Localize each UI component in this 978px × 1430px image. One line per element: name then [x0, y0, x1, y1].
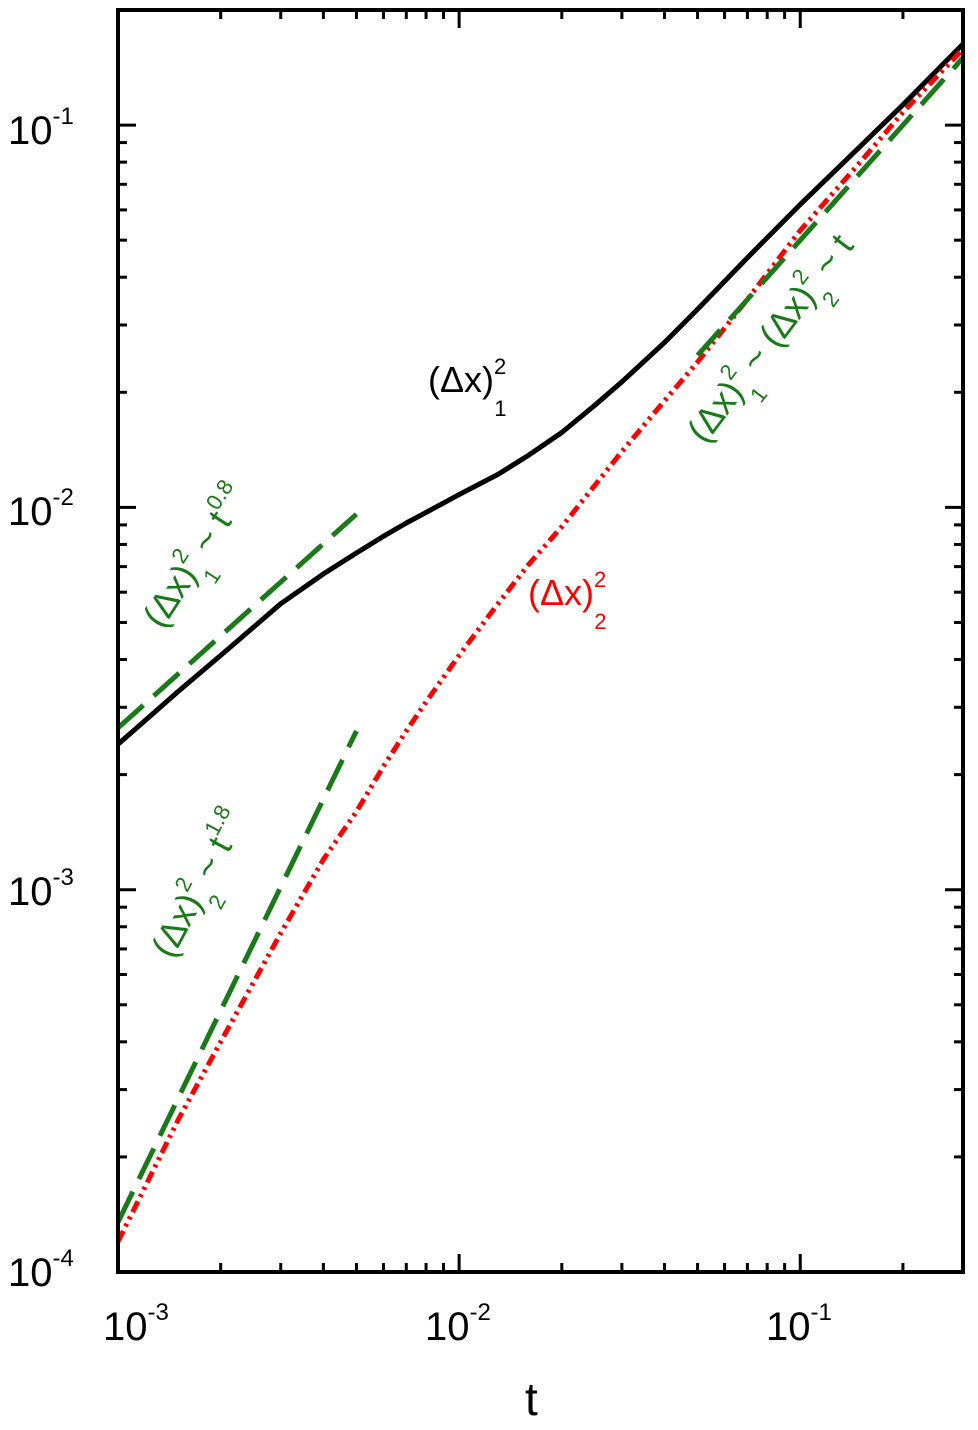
y-tick-label-1: 10-3	[8, 864, 74, 914]
annotation-slope-1: (Δx)21 ~ (Δx)22 ~ t	[675, 223, 875, 460]
annotation-dx1: (Δx)2 1	[428, 354, 507, 421]
fit-line-t1	[695, 56, 965, 357]
x-axis-label: t	[525, 1373, 538, 1425]
annotation-dx2: (Δx)2 2	[528, 567, 607, 634]
annotation-slope-08: (Δx)21 ~ t0.8	[130, 475, 270, 644]
y-tick-label-3: 10-1	[8, 103, 74, 153]
x-tick-label-0: 10-3	[103, 1299, 169, 1349]
x-tick-label-2: 10-1	[766, 1299, 832, 1349]
fit-line-t08	[116, 512, 359, 730]
x-tick-label-1: 10-2	[425, 1299, 491, 1349]
fit-line-t18	[115, 729, 359, 1224]
plot-frame	[116, 8, 965, 1274]
series-dx2-line	[115, 47, 965, 1243]
y-tick-label-2: 10-2	[8, 484, 74, 534]
y-tick-label-0: 10-4	[8, 1245, 74, 1295]
series-layer	[115, 42, 965, 1243]
series-dx1-line	[116, 42, 965, 747]
